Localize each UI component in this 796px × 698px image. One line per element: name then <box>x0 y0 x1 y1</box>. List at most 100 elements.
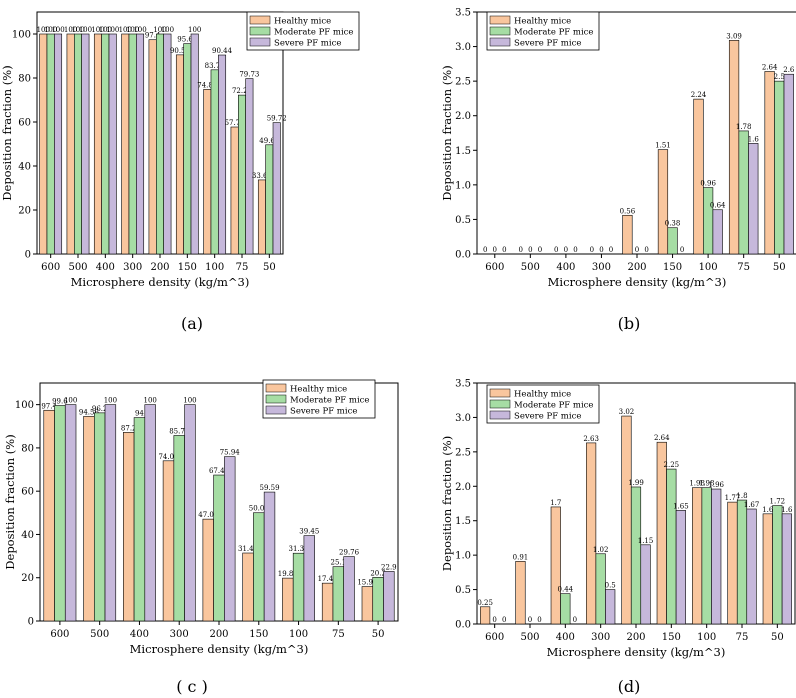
data-label: 1.98 <box>699 480 715 488</box>
data-label: 19.82 <box>278 570 298 578</box>
data-label: 100 <box>183 397 196 405</box>
x-axis-label: Microsphere density (kg/m^3) <box>71 275 250 289</box>
x-tick-label: 50 <box>771 632 784 643</box>
data-label: 17.49 <box>318 575 338 583</box>
x-tick-label: 500 <box>68 262 87 273</box>
x-tick-label: 150 <box>249 629 268 640</box>
data-label: 100 <box>106 26 119 34</box>
data-label: 100 <box>44 26 57 34</box>
bar-2 <box>101 33 110 255</box>
chart-panel-3: 02040608010060097.499.610050094.5696.210… <box>3 379 399 696</box>
data-label: 0 <box>590 246 594 254</box>
data-label: 100 <box>119 26 132 34</box>
legend-label: Severe PF mice <box>514 412 581 422</box>
data-label: 1.6 <box>762 506 774 514</box>
bar-2 <box>736 499 748 625</box>
x-tick-label: 200 <box>209 629 228 640</box>
data-label: 33.67 <box>252 172 272 180</box>
bar-2 <box>630 486 642 625</box>
chart-panel-1: 0204060801006001001001005001001001004001… <box>0 11 360 333</box>
data-label: 1.98 <box>689 480 705 488</box>
bar-3 <box>605 589 616 625</box>
y-tick-label: 2.5 <box>455 77 471 88</box>
bar-2 <box>372 576 384 622</box>
bar-3 <box>218 54 227 255</box>
data-label: 0 <box>528 616 532 624</box>
y-tick-label: 0.5 <box>455 585 471 596</box>
data-label: 0 <box>573 616 577 624</box>
data-label: 0 <box>644 246 648 254</box>
x-tick-label: 400 <box>556 262 575 273</box>
x-tick-label: 600 <box>41 262 60 273</box>
bar-3 <box>343 556 355 622</box>
y-tick-label: 20 <box>18 206 31 217</box>
y-tick-label: 2.0 <box>455 482 471 493</box>
x-tick-label: 100 <box>699 262 718 273</box>
legend-label: Moderate PF mice <box>290 396 369 406</box>
y-tick-label: 20 <box>21 573 34 584</box>
bar-1 <box>202 518 214 622</box>
y-tick-label: 60 <box>21 487 34 498</box>
x-tick-label: 300 <box>591 632 610 643</box>
x-tick-label: 300 <box>592 262 611 273</box>
data-label: 1.8 <box>736 492 747 500</box>
bar-3 <box>108 33 117 255</box>
data-label: 2.64 <box>762 63 778 71</box>
y-tick-label: 0 <box>28 617 34 628</box>
bar-1 <box>622 214 633 255</box>
data-label: 100 <box>104 397 117 405</box>
legend-swatch <box>489 37 511 47</box>
x-tick-label: 75 <box>736 632 749 643</box>
bar-1 <box>121 33 130 255</box>
data-label: 0 <box>493 246 497 254</box>
data-label: 1.77 <box>725 494 741 502</box>
data-label: 1.99 <box>628 479 644 487</box>
data-label: 100 <box>188 26 201 34</box>
data-label: 100 <box>71 26 84 34</box>
data-label: 100 <box>37 26 50 34</box>
bar-1 <box>692 487 703 625</box>
bar-1 <box>162 460 175 622</box>
data-label: 0.56 <box>620 207 636 215</box>
panel-caption: ( c ) <box>176 677 208 696</box>
bar-1 <box>361 586 374 622</box>
x-tick-label: 50 <box>372 629 385 640</box>
bar-2 <box>738 130 749 255</box>
data-label: 29.76 <box>339 549 360 557</box>
bar-2 <box>213 474 225 622</box>
bar-3 <box>104 404 117 622</box>
bar-2 <box>666 468 677 625</box>
bar-1 <box>693 98 704 255</box>
data-label: 0.44 <box>558 586 574 594</box>
bar-2 <box>332 566 345 622</box>
x-tick-label: 400 <box>556 632 575 643</box>
x-tick-label: 200 <box>626 632 645 643</box>
data-label: 49.64 <box>259 137 280 145</box>
data-label: 79.73 <box>239 71 259 79</box>
y-tick-label: 2.0 <box>455 111 471 122</box>
data-label: 0 <box>554 246 558 254</box>
bar-3 <box>748 143 759 255</box>
bar-1 <box>83 416 95 622</box>
y-tick-label: 2.5 <box>455 447 471 458</box>
x-tick-label: 200 <box>150 262 169 273</box>
data-label: 1.67 <box>744 501 760 509</box>
legend-swatch <box>489 410 511 420</box>
y-tick-label: 80 <box>21 443 34 454</box>
legend-swatch <box>249 37 271 47</box>
bar-3 <box>272 122 281 255</box>
bar-2 <box>701 487 712 625</box>
y-tick-label: 80 <box>18 74 31 85</box>
x-tick-label: 200 <box>627 262 646 273</box>
x-tick-label: 75 <box>236 262 249 273</box>
data-label: 94.56 <box>79 408 100 416</box>
bar-1 <box>203 89 212 255</box>
bar-1 <box>242 552 254 622</box>
data-label: 1.6 <box>781 506 793 514</box>
y-tick-label: 0 <box>25 250 31 261</box>
data-label: 3.02 <box>619 408 635 416</box>
bar-3 <box>144 404 156 622</box>
data-label: 90.44 <box>212 47 233 55</box>
